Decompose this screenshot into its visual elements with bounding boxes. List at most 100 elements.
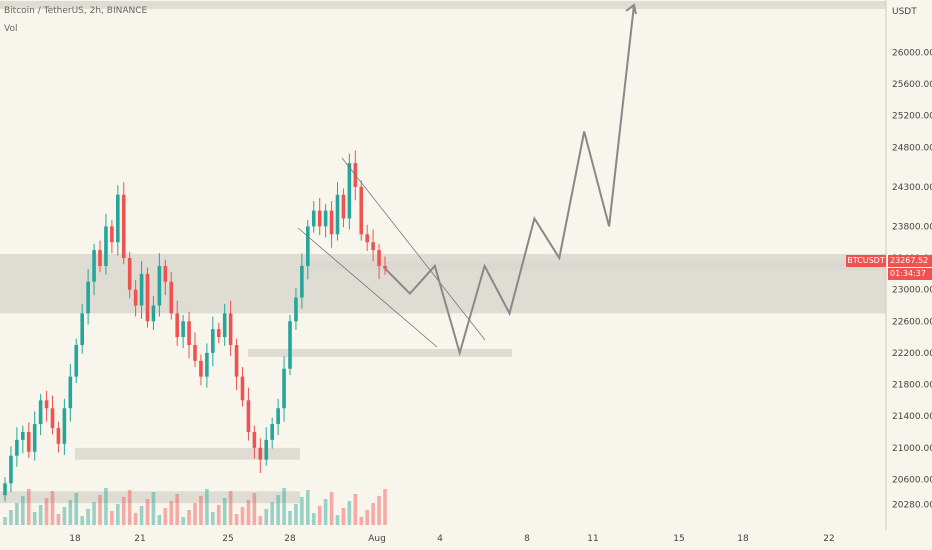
volume-bar [377, 496, 381, 525]
price-tick-label: 24300.00 [892, 183, 932, 193]
volume-bar [116, 504, 120, 525]
volume-bar [104, 488, 108, 525]
candle-body [139, 273, 144, 306]
candle-body [199, 360, 203, 377]
volume-bar [347, 501, 352, 525]
candle-body [80, 313, 84, 345]
price-tick-label: 23800.00 [892, 222, 932, 232]
volume-bar [157, 515, 162, 525]
volume-bar [383, 489, 387, 525]
price-tick-label: 21400.00 [892, 412, 932, 422]
volume-bar [205, 489, 209, 525]
volume-bar [127, 490, 132, 525]
candle-body [9, 455, 13, 484]
time-tick-label: 25 [222, 534, 233, 544]
volume-bar [3, 517, 7, 525]
chart-legend-title: Bitcoin / TetherUS, 2h, BINANCE [4, 6, 148, 16]
volume-bar [371, 503, 375, 525]
candle-body [341, 194, 346, 219]
volume-bar [181, 517, 185, 525]
volume-bar [353, 494, 358, 525]
support-resistance-zone [300, 261, 886, 270]
candle-body [145, 273, 150, 322]
candle-body [264, 439, 269, 460]
candle-body [86, 281, 90, 314]
volume-bar [121, 497, 126, 525]
volume-bar [359, 517, 364, 525]
candle-body [44, 400, 49, 409]
candle-body [377, 250, 381, 266]
zones-layer [0, 1, 886, 504]
candle-body [193, 345, 197, 361]
price-tick-label: 26000.00 [892, 48, 932, 58]
volume-bar [193, 503, 197, 525]
candle-body [32, 424, 37, 452]
candle-body [347, 163, 352, 219]
candle-body [311, 210, 316, 227]
volume-bar [282, 488, 286, 525]
time-tick-label: 15 [673, 534, 684, 544]
volume-bar [15, 503, 19, 525]
price-tick-label: 20600.00 [892, 475, 932, 485]
candle-body [157, 265, 162, 306]
projection-arrowhead [625, 3, 637, 15]
volume-bar [199, 496, 203, 525]
candle-body [68, 376, 73, 409]
candle-body [127, 258, 132, 290]
candle-body [110, 226, 114, 243]
volume-bar [323, 499, 328, 525]
price-tick-label: 25200.00 [892, 112, 932, 122]
volume-bar [9, 510, 13, 525]
volume-bar [86, 509, 90, 525]
time-axis[interactable]: 18 21 25 28 Aug 4 8 11 15 18 22 [69, 534, 834, 544]
volume-bar [222, 498, 227, 525]
candle-body [74, 345, 79, 377]
price-tick-label: 21800.00 [892, 381, 932, 391]
candle-body [187, 321, 191, 345]
volume-bar [187, 510, 191, 525]
volume-bar [21, 496, 25, 525]
volume-bar [317, 506, 322, 525]
candle-body [365, 234, 369, 243]
volume-bar [56, 514, 61, 525]
volume-bar [26, 489, 31, 525]
candle-body [252, 431, 257, 448]
candle-body [288, 321, 292, 369]
candle-body [175, 313, 179, 338]
candle-body [163, 265, 168, 282]
candle-body [169, 281, 174, 314]
time-tick-label: 4 [437, 534, 443, 544]
volume-bar [341, 508, 346, 525]
volume-bar [145, 499, 150, 525]
time-tick-label: 18 [737, 534, 749, 544]
candle-body [133, 289, 138, 306]
candle-body [181, 321, 185, 338]
volume-bar [74, 493, 79, 525]
candle-body [371, 242, 375, 251]
volume-layer [3, 488, 387, 525]
candle-body [306, 226, 310, 266]
candle-body [21, 431, 25, 440]
candle-body [228, 313, 233, 345]
volume-bar [294, 504, 298, 525]
candle-body [317, 210, 322, 227]
candle-body [282, 368, 286, 409]
support-resistance-zone [0, 1, 886, 9]
volume-bar [38, 505, 43, 525]
volume-bar [264, 509, 269, 525]
volume-bar [92, 502, 96, 525]
candle-body [329, 210, 334, 235]
candle-body [359, 186, 364, 235]
volume-bar [240, 507, 245, 525]
projection-line [384, 4, 635, 357]
candle-body [104, 226, 108, 266]
volume-bar [365, 510, 369, 525]
volume-bar [62, 507, 67, 525]
volume-bar [228, 491, 233, 525]
volume-bar [32, 512, 37, 525]
candle-body [205, 352, 209, 377]
candle-body [56, 428, 61, 444]
volume-bar [169, 501, 174, 525]
volume-bar [216, 505, 221, 525]
